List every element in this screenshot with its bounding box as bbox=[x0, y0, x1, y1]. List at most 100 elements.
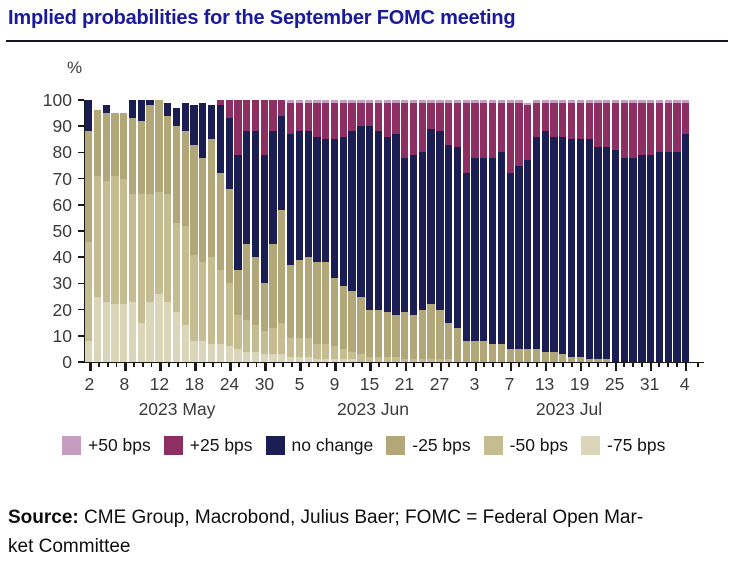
bar-segment-plus-50-bps bbox=[497, 100, 505, 103]
bar-segment-plus-50-bps bbox=[366, 100, 374, 103]
x-axis-line bbox=[83, 361, 704, 364]
x-tick-mark bbox=[229, 363, 232, 371]
bar-segment-minus-25-bps bbox=[111, 113, 119, 176]
x-tick-mark bbox=[614, 363, 617, 371]
bar-segment-minus-50-bps bbox=[172, 223, 181, 313]
bar-segment-no-change bbox=[339, 136, 347, 287]
bar-segment-minus-75-bps bbox=[85, 341, 93, 362]
bar-segment-minus-50-bps bbox=[383, 356, 391, 362]
y-tick-label: 30 bbox=[52, 273, 72, 294]
x-tick-mark bbox=[457, 363, 459, 367]
title-underline bbox=[6, 40, 728, 42]
x-tick-label: 25 bbox=[604, 374, 625, 394]
bar bbox=[225, 100, 233, 362]
legend-label: -50 bps bbox=[509, 435, 569, 455]
bar-segment-minus-50-bps bbox=[111, 176, 119, 305]
bar-segment-plus-50-bps bbox=[357, 100, 365, 103]
bar-segment-minus-75-bps bbox=[278, 354, 286, 362]
bar-segment-no-change bbox=[550, 136, 558, 352]
bar bbox=[190, 100, 198, 362]
month-label-jul: 2023 Jul bbox=[535, 399, 603, 419]
bar-segment-minus-75-bps bbox=[260, 354, 268, 362]
bar-segment-plus-50-bps bbox=[330, 100, 339, 103]
bar-segment-minus-25-bps bbox=[383, 312, 391, 357]
x-tick-mark bbox=[316, 363, 319, 367]
bar-segment-plus-25-bps bbox=[576, 102, 585, 140]
bar bbox=[120, 100, 128, 362]
bar-segment-minus-25-bps bbox=[322, 262, 330, 344]
legend-swatch-minus-25-bps bbox=[386, 436, 406, 455]
bar-segment-minus-25-bps bbox=[146, 105, 154, 195]
source-label: Source: bbox=[8, 507, 79, 528]
bar-segment-no-change bbox=[102, 105, 110, 114]
bar-segment-minus-25-bps bbox=[102, 113, 110, 182]
bar-segment-minus-25-bps bbox=[260, 283, 268, 331]
bar-segment-no-change bbox=[260, 155, 268, 284]
bar bbox=[172, 100, 181, 362]
legend-swatch-plus-50-bps bbox=[62, 436, 81, 455]
bar bbox=[471, 100, 479, 362]
bar-segment-minus-50-bps bbox=[243, 320, 251, 352]
x-tick-mark bbox=[89, 363, 92, 371]
bar-segment-minus-25-bps bbox=[366, 309, 374, 357]
x-tick-label: 7 bbox=[504, 374, 515, 394]
y-axis-unit-label: % bbox=[67, 58, 83, 77]
y-tick-mark bbox=[78, 256, 84, 259]
x-tick-mark bbox=[675, 363, 678, 367]
bar-segment-no-change bbox=[409, 155, 418, 315]
x-tick-mark bbox=[255, 363, 258, 367]
bar-segment-plus-25-bps bbox=[559, 102, 567, 137]
bar-segment-minus-50-bps bbox=[304, 338, 312, 357]
bar bbox=[234, 100, 242, 362]
x-tick-label: 27 bbox=[429, 374, 450, 394]
bar-segment-minus-50-bps bbox=[207, 257, 216, 344]
bar-segment-no-change bbox=[225, 118, 233, 190]
bar-segment-plus-25-bps bbox=[216, 100, 224, 106]
bar-segment-plus-25-bps bbox=[594, 102, 602, 148]
bar-segment-no-change bbox=[567, 139, 576, 357]
bar-segment-plus-50-bps bbox=[348, 100, 356, 103]
bar-segment-minus-25-bps bbox=[427, 304, 435, 360]
bar-segment-minus-75-bps bbox=[225, 346, 233, 362]
x-tick-mark bbox=[465, 363, 468, 367]
bar-segment-minus-75-bps bbox=[251, 351, 260, 362]
bar-segment-plus-25-bps bbox=[330, 102, 339, 140]
legend-swatch-minus-75-bps bbox=[581, 436, 601, 455]
bar-segment-minus-25-bps bbox=[243, 244, 251, 321]
bar-segment-minus-75-bps bbox=[348, 359, 356, 362]
bar-segment-no-change bbox=[181, 102, 189, 132]
bar bbox=[111, 100, 119, 362]
bar bbox=[383, 100, 391, 362]
bar-segment-plus-25-bps bbox=[603, 102, 611, 148]
bar-segment-no-change bbox=[647, 155, 655, 362]
plot-area bbox=[85, 100, 690, 362]
bar bbox=[567, 100, 576, 362]
bar bbox=[146, 100, 154, 362]
x-tick-label: 12 bbox=[149, 374, 170, 394]
bar-segment-plus-25-bps bbox=[480, 102, 488, 158]
bar-segment-plus-25-bps bbox=[225, 100, 233, 119]
x-tick-mark bbox=[98, 363, 100, 367]
bar-segment-minus-50-bps bbox=[409, 359, 418, 362]
bar-segment-minus-50-bps bbox=[190, 254, 198, 342]
bar-segment-plus-50-bps bbox=[576, 100, 585, 103]
bar bbox=[409, 100, 418, 362]
bar bbox=[576, 100, 585, 362]
bar-segment-no-change bbox=[374, 131, 383, 310]
y-tick-label: 100 bbox=[42, 90, 72, 110]
bar bbox=[664, 100, 672, 362]
x-tick-mark bbox=[413, 363, 416, 367]
bar-segment-minus-50-bps bbox=[278, 322, 286, 355]
bar-segment-plus-25-bps bbox=[243, 100, 251, 132]
y-tick-label: 90 bbox=[52, 116, 72, 137]
bar bbox=[286, 100, 295, 362]
bar-segment-minus-75-bps bbox=[102, 301, 110, 362]
y-tick-label: 40 bbox=[52, 247, 72, 268]
legend-label: +50 bps bbox=[88, 435, 151, 455]
bar-segment-plus-25-bps bbox=[585, 102, 593, 140]
bar-segment-plus-50-bps bbox=[445, 100, 453, 103]
y-tick-mark bbox=[78, 334, 84, 337]
x-tick-mark bbox=[430, 363, 433, 367]
bar bbox=[515, 100, 523, 362]
bar-segment-minus-25-bps bbox=[594, 359, 602, 362]
